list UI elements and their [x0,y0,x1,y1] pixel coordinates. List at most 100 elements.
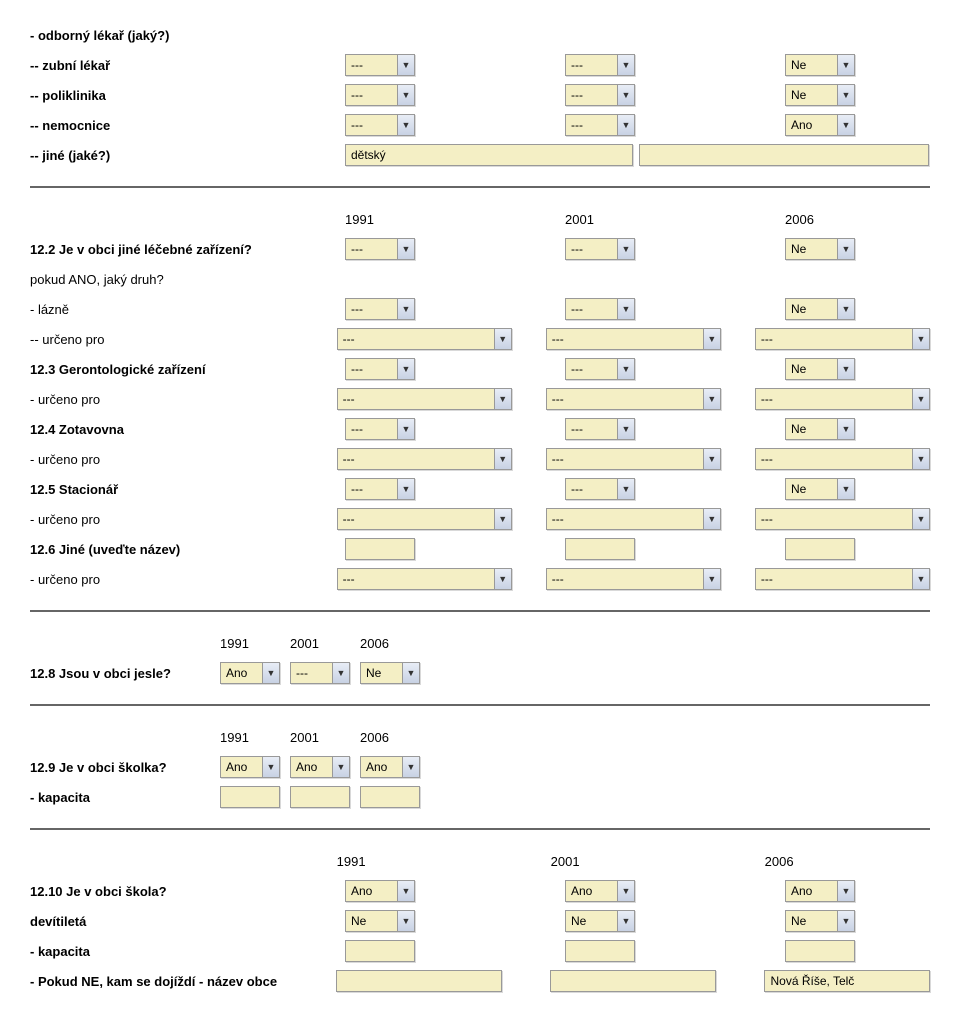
select[interactable]: ---▼ [337,328,512,350]
select[interactable]: ---▼ [546,568,721,590]
select[interactable]: Ano▼ [220,756,280,778]
chevron-down-icon: ▼ [617,881,634,901]
text-input[interactable] [345,940,415,962]
select[interactable]: Ne▼ [785,84,855,106]
select-value: --- [756,512,912,526]
text-input[interactable] [290,786,350,808]
select[interactable]: ---▼ [345,478,415,500]
select[interactable]: Ne▼ [785,418,855,440]
field-label: 12.8 Jsou v obci jesle? [30,666,220,681]
chevron-down-icon: ▼ [703,329,720,349]
select[interactable]: ---▼ [345,114,415,136]
select[interactable]: ---▼ [755,388,930,410]
select-value: Ne [346,914,397,928]
select[interactable]: Ano▼ [290,756,350,778]
select[interactable]: ---▼ [565,84,635,106]
chevron-down-icon: ▼ [397,115,414,135]
select-value: --- [547,452,703,466]
select[interactable]: ---▼ [565,298,635,320]
select[interactable]: Ne▼ [785,54,855,76]
select[interactable]: Ne▼ [785,358,855,380]
select[interactable]: ---▼ [337,568,512,590]
chevron-down-icon: ▼ [494,509,511,529]
select[interactable]: Ne▼ [785,910,855,932]
field-label: - odborný lékař (jaký?) [30,28,345,43]
chevron-down-icon: ▼ [617,55,634,75]
field-label: 12.9 Je v obci školka? [30,760,220,775]
year-header: 2001 [290,636,350,651]
select-value: Ano [566,884,617,898]
select-value: --- [547,512,703,526]
select[interactable]: ---▼ [546,508,721,530]
field-label: 12.4 Zotavovna [30,422,345,437]
select[interactable]: ---▼ [755,328,930,350]
select[interactable]: ---▼ [565,478,635,500]
chevron-down-icon: ▼ [397,479,414,499]
field-label: - určeno pro [30,452,337,467]
select-value: --- [756,572,912,586]
select-value: Ne [786,58,837,72]
text-input[interactable] [785,940,855,962]
select[interactable]: ---▼ [345,298,415,320]
chevron-down-icon: ▼ [703,449,720,469]
select-value: Ne [786,362,837,376]
select[interactable]: Ano▼ [345,880,415,902]
text-input[interactable] [220,786,280,808]
select[interactable]: Ne▼ [565,910,635,932]
select[interactable]: Ano▼ [565,880,635,902]
select[interactable]: ---▼ [755,568,930,590]
select[interactable]: ---▼ [565,54,635,76]
field-label: - určeno pro [30,572,337,587]
year-header: 2006 [765,854,930,869]
select-value: --- [566,242,617,256]
select[interactable]: ---▼ [337,388,512,410]
text-input[interactable] [550,970,716,992]
jine-input[interactable]: dětský [345,144,633,166]
select[interactable]: Ano▼ [360,756,420,778]
text-input[interactable] [360,786,420,808]
field-label: pokud ANO, jaký druh? [30,272,345,287]
select-value: Ano [786,118,837,132]
select[interactable]: ---▼ [565,418,635,440]
select[interactable]: Ano▼ [785,880,855,902]
select[interactable]: ---▼ [546,328,721,350]
select[interactable]: ---▼ [565,114,635,136]
select[interactable]: ---▼ [546,388,721,410]
detsky-input[interactable] [639,144,929,166]
select[interactable]: Ne▼ [785,298,855,320]
select[interactable]: Ne▼ [360,662,420,684]
select[interactable]: Ne▼ [785,478,855,500]
chevron-down-icon: ▼ [837,55,854,75]
select-value: --- [547,332,703,346]
select-value: --- [566,88,617,102]
text-input[interactable] [336,970,502,992]
select[interactable]: Ano▼ [220,662,280,684]
text-input[interactable] [565,538,635,560]
text-input[interactable] [785,538,855,560]
chevron-down-icon: ▼ [617,359,634,379]
chevron-down-icon: ▼ [262,663,279,683]
text-input[interactable] [345,538,415,560]
select[interactable]: ---▼ [337,448,512,470]
select[interactable]: Ano▼ [785,114,855,136]
chevron-down-icon: ▼ [837,85,854,105]
chevron-down-icon: ▼ [397,359,414,379]
select[interactable]: ---▼ [755,448,930,470]
field-label: -- jiné (jaké?) [30,148,345,163]
select[interactable]: Ne▼ [785,238,855,260]
select[interactable]: ---▼ [345,84,415,106]
select[interactable]: ---▼ [345,358,415,380]
select[interactable]: Ne▼ [345,910,415,932]
text-input[interactable]: Nová Říše, Telč [764,970,930,992]
select[interactable]: ---▼ [290,662,350,684]
select[interactable]: ---▼ [345,238,415,260]
chevron-down-icon: ▼ [703,389,720,409]
select[interactable]: ---▼ [345,418,415,440]
select[interactable]: ---▼ [546,448,721,470]
select[interactable]: ---▼ [345,54,415,76]
select[interactable]: ---▼ [755,508,930,530]
text-input[interactable] [565,940,635,962]
select[interactable]: ---▼ [565,358,635,380]
select[interactable]: ---▼ [337,508,512,530]
select[interactable]: ---▼ [565,238,635,260]
